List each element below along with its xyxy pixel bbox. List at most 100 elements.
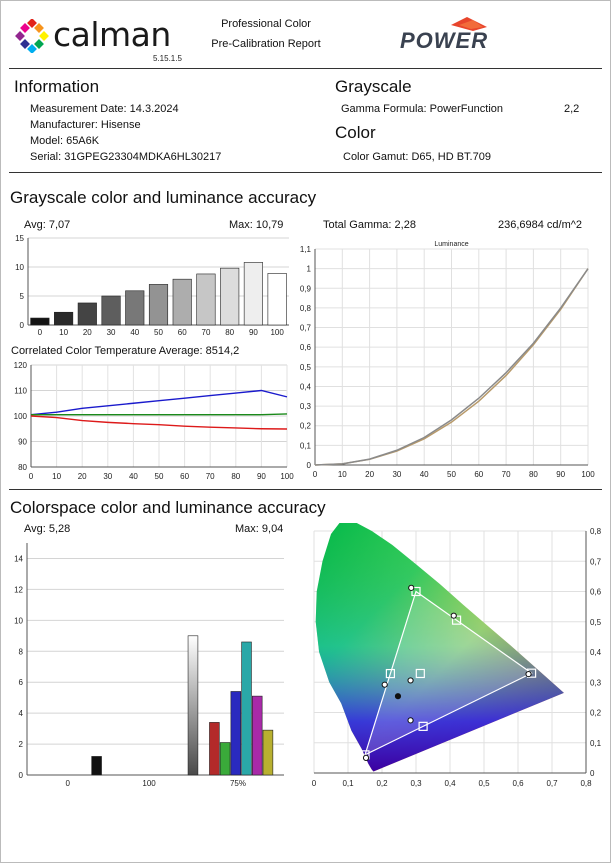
color-heading: Color (335, 123, 376, 142)
color-gamut: Color Gamut: D65, HD BT.709 (343, 151, 491, 163)
calman-logo-icon (15, 19, 49, 53)
x-tick-label: 10 (59, 328, 68, 337)
bar (220, 267, 240, 326)
y-tick-label: 0,6 (300, 343, 312, 352)
x-tick-label: 80 (225, 328, 234, 337)
power-logo-text: POWER (400, 28, 488, 53)
bar (230, 691, 242, 776)
x-tick-label: 0 (313, 470, 318, 479)
x-tick-label: 70 (502, 470, 511, 479)
y-tick-label: 100 (14, 412, 28, 421)
y-tick-label: 5 (20, 292, 25, 301)
x-tick-label: 100 (270, 328, 284, 337)
model: Model: 65A6K (30, 135, 100, 147)
grayscale-max: Max: 10,79 (229, 219, 284, 231)
brand-name: calman (53, 15, 171, 54)
x-tick-label: 60 (474, 470, 483, 479)
x-tick-label: 0 (312, 779, 317, 788)
y-tick-label: 80 (18, 463, 27, 472)
x-tick-label: 100 (581, 470, 595, 479)
y-tick-label: 12 (14, 585, 23, 594)
y-tick-label: 6 (19, 678, 24, 687)
y-tick-label: 14 (14, 554, 23, 563)
target-square (415, 668, 425, 679)
report-title-line1: Professional Color (221, 18, 311, 30)
bar (262, 729, 274, 776)
y-tick-label: 90 (18, 438, 27, 447)
measured-point (407, 717, 414, 724)
x-group-label: 100 (142, 779, 156, 788)
logo-diamond (20, 23, 30, 33)
measured-point (407, 677, 414, 684)
x-tick-label: 0,1 (342, 779, 354, 788)
measured-point (408, 584, 415, 591)
y-tick-label: 110 (14, 387, 27, 396)
bar (30, 317, 50, 326)
y-tick-label: 0,9 (300, 284, 312, 293)
x-tick-label: 50 (154, 328, 163, 337)
series-line (30, 415, 288, 430)
cie-chromaticity-chart: 00,10,20,30,40,50,60,70,80 0,1 0,2 0,3 0,4 0,… (312, 523, 601, 788)
y-tick-label: 0,2 (300, 422, 312, 431)
x-tick-label: 80 (529, 470, 538, 479)
power-logo-swoosh-inner (459, 20, 483, 29)
logo-diamond (34, 39, 44, 49)
x-tick-label: 40 (130, 328, 139, 337)
y-tick-label: 0 (19, 771, 24, 780)
x-tick-label: 0 (38, 328, 43, 337)
series-line (30, 389, 288, 416)
bar (209, 722, 220, 776)
y-tick-label: 0,7 (300, 324, 312, 333)
y-tick-label: 0,8 (300, 304, 312, 313)
x-tick-label: 0,3 (410, 779, 422, 788)
x-tick-label: 60 (178, 328, 187, 337)
bar (243, 262, 263, 326)
colorspace-deltae-chart: 0 2 4 6 8 10 12 14 0 100 75% (14, 543, 284, 788)
bar (125, 290, 145, 326)
x-tick-label: 70 (202, 328, 211, 337)
bar (77, 302, 97, 326)
colorspace-max: Max: 9,04 (235, 523, 284, 535)
report-header: calman 5.15.1.5 Professional Color Pre-C… (1, 1, 610, 67)
logo-diamond (15, 31, 25, 41)
x-tick-label: 0 (29, 472, 34, 481)
grayscale-section-title: Grayscale color and luminance accuracy (10, 188, 317, 207)
report-title: Professional Color Pre-Calibration Repor… (201, 14, 331, 54)
y-tick-label: 0,7 (590, 557, 601, 566)
x-tick-label: 20 (365, 470, 374, 479)
target-square (385, 668, 395, 679)
bar (187, 635, 199, 776)
serial: Serial: 31GPEG23304MDKA6HL30217 (30, 151, 222, 163)
y-tick-label: 0,5 (590, 618, 601, 627)
series-line (314, 268, 589, 466)
luminance-chart: Luminance 0 0,1 0,2 0,3 0,4 0,5 0,6 0,7 0,8 0,9 1 1,… (300, 241, 595, 479)
logo-diamond (39, 31, 49, 41)
measured-point (394, 693, 402, 700)
cct-average: Correlated Color Temperature Average: 85… (11, 345, 240, 357)
x-tick-label: 10 (52, 472, 61, 481)
x-tick-label: 60 (180, 472, 189, 481)
y-tick-label: 0,5 (300, 363, 312, 372)
gamut-triangle (364, 590, 533, 757)
x-tick-label: 90 (249, 328, 258, 337)
x-tick-label: 0,5 (478, 779, 490, 788)
bar (267, 273, 287, 326)
measured-point (525, 670, 532, 678)
bar (148, 284, 169, 326)
power-logo: POWER (400, 17, 488, 53)
y-tick-label: 1 (307, 265, 312, 274)
logo-diamond (34, 23, 44, 33)
measured-point (381, 681, 388, 688)
x-tick-label: 0,6 (512, 779, 524, 788)
version-label: 5.15.1.5 (153, 54, 182, 63)
y-tick-label: 0,4 (300, 382, 312, 391)
peak-luminance: 236,6984 cd/m^2 (498, 219, 583, 231)
y-tick-label: 0 (590, 769, 595, 778)
series-line (31, 413, 288, 416)
chart-title: Luminance (434, 241, 468, 248)
logo-diamond (27, 44, 37, 53)
y-tick-label: 0,3 (300, 402, 312, 411)
bar (172, 278, 192, 326)
grayscale-avg: Avg: 7,07 (24, 219, 71, 231)
spectral-locus-overlay (315, 523, 564, 772)
